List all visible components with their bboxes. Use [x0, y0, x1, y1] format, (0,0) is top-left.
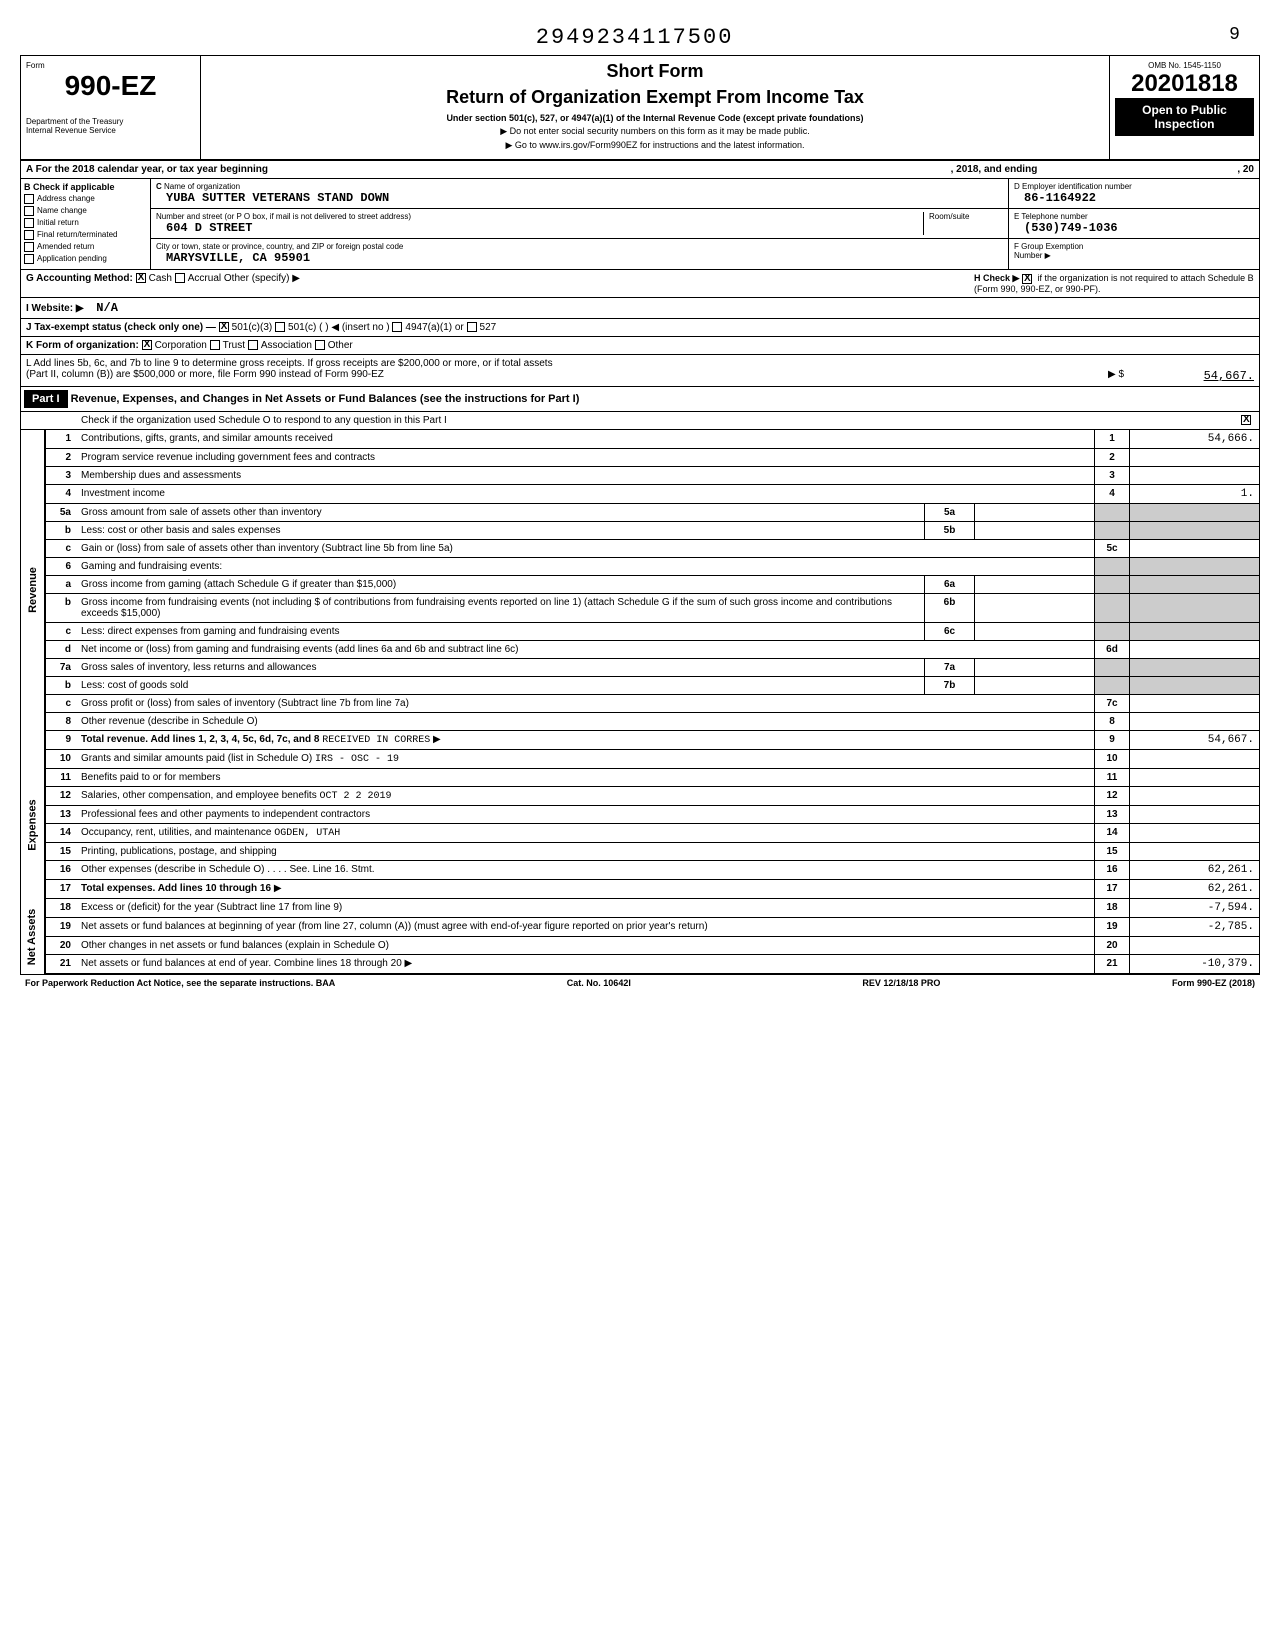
form-container: Form 990-EZ Department of the Treasury I… — [20, 55, 1260, 975]
subtitle: Under section 501(c), 527, or 4947(a)(1)… — [206, 113, 1104, 123]
checkbox-527[interactable] — [467, 322, 477, 332]
line4-val: 1. — [1129, 485, 1259, 503]
checkbox-trust[interactable] — [210, 340, 220, 350]
line5c-val — [1129, 540, 1259, 557]
form-header: Form 990-EZ Department of the Treasury I… — [21, 56, 1259, 161]
checkbox-501c3[interactable] — [219, 322, 229, 332]
checkbox-other[interactable] — [315, 340, 325, 350]
line16-val: 62,261. — [1129, 861, 1259, 879]
right-section: D Employer identification number 86-1164… — [1009, 179, 1259, 269]
checkbox-pending[interactable] — [24, 254, 34, 264]
line3-val — [1129, 467, 1259, 484]
stamp-right: 9 — [1229, 25, 1240, 50]
line10-val — [1129, 750, 1259, 768]
line14-val — [1129, 824, 1259, 842]
stamp-number: 2949234117500 — [536, 25, 734, 50]
line20-val — [1129, 937, 1259, 954]
dept-text: Department of the Treasury Internal Reve… — [26, 117, 195, 135]
main-title: Return of Organization Exempt From Incom… — [206, 87, 1104, 108]
gross-receipts: 54,667. — [1124, 369, 1254, 383]
line15-val — [1129, 843, 1259, 860]
checkbox-assoc[interactable] — [248, 340, 258, 350]
header-stamps: 2949234117500 9 — [20, 20, 1260, 55]
line11-val — [1129, 769, 1259, 786]
line12-val — [1129, 787, 1259, 805]
org-city: MARYSVILLE, CA 95901 — [166, 251, 403, 265]
phone: (530)749-1036 — [1024, 221, 1254, 235]
netassets-section: Net Assets 18Excess or (deficit) for the… — [21, 899, 1259, 974]
checkbox-address[interactable] — [24, 194, 34, 204]
form-number: 990-EZ — [26, 70, 195, 102]
checkbox-4947[interactable] — [392, 322, 402, 332]
section-l: L Add lines 5b, 6c, and 7b to line 9 to … — [21, 355, 1259, 387]
expenses-section: Expenses 10Grants and similar amounts pa… — [21, 750, 1259, 899]
form-org-row: K Form of organization: Corporation Trus… — [21, 337, 1259, 355]
form-header-center: Short Form Return of Organization Exempt… — [201, 56, 1109, 159]
instruction1: ▶ Do not enter social security numbers o… — [206, 126, 1104, 137]
line7c-val — [1129, 695, 1259, 712]
form-header-left: Form 990-EZ Department of the Treasury I… — [21, 56, 201, 159]
expenses-side: Expenses — [21, 750, 46, 899]
tax-year-row: A For the 2018 calendar year, or tax yea… — [21, 161, 1259, 179]
revenue-side: Revenue — [21, 430, 46, 750]
line19-val: -2,785. — [1129, 918, 1259, 936]
line13-val — [1129, 806, 1259, 823]
line9-val: 54,667. — [1129, 731, 1259, 749]
instruction2: ▶ Go to www.irs.gov/Form990EZ for instru… — [206, 140, 1104, 151]
checkbox-schedule-o[interactable] — [1241, 415, 1251, 425]
line8-val — [1129, 713, 1259, 730]
website-row: I Website: ▶ N/A — [21, 298, 1259, 319]
org-address: 604 D STREET — [166, 221, 923, 235]
netassets-side: Net Assets — [21, 899, 46, 974]
form-header-right: OMB No. 1545-1150 20201818 Open to Publi… — [1109, 56, 1259, 159]
line1-val: 54,666. — [1129, 430, 1259, 448]
method-row: G Accounting Method: Cash Accrual Other … — [21, 270, 1259, 298]
short-form: Short Form — [206, 61, 1104, 82]
section-c: C Name of organization YUBA SUTTER VETER… — [151, 179, 1009, 269]
year-box: 20201818 — [1115, 70, 1254, 98]
part1-check: Check if the organization used Schedule … — [21, 412, 1259, 430]
omb: OMB No. 1545-1150 — [1115, 61, 1254, 70]
line17-val: 62,261. — [1129, 880, 1259, 898]
checkbox-501c[interactable] — [275, 322, 285, 332]
tax-exempt-row: J Tax-exempt status (check only one) — 5… — [21, 319, 1259, 337]
line2-val — [1129, 449, 1259, 466]
line21-val: -10,379. — [1129, 955, 1259, 973]
checkbox-amended[interactable] — [24, 242, 34, 252]
checkbox-cash[interactable] — [136, 273, 146, 283]
org-info-row: B Check if applicable Address change Nam… — [21, 179, 1259, 270]
line6d-val — [1129, 641, 1259, 658]
section-b: B Check if applicable Address change Nam… — [21, 179, 151, 269]
revenue-section: Revenue 1Contributions, gifts, grants, a… — [21, 430, 1259, 750]
website: N/A — [96, 301, 118, 315]
checkbox-corp[interactable] — [142, 340, 152, 350]
open-inspection: Open to Public Inspection — [1115, 98, 1254, 136]
org-name: YUBA SUTTER VETERANS STAND DOWN — [166, 191, 389, 205]
form-label: Form — [26, 61, 195, 70]
part1-title: Part I Revenue, Expenses, and Changes in… — [21, 387, 1259, 412]
checkbox-accrual[interactable] — [175, 273, 185, 283]
checkbox-name[interactable] — [24, 206, 34, 216]
footer: For Paperwork Reduction Act Notice, see … — [20, 975, 1260, 991]
line18-val: -7,594. — [1129, 899, 1259, 917]
checkbox-final[interactable] — [24, 230, 34, 240]
checkbox-schedule-b[interactable] — [1022, 274, 1032, 284]
ein: 86-1164922 — [1024, 191, 1254, 205]
checkbox-initial[interactable] — [24, 218, 34, 228]
